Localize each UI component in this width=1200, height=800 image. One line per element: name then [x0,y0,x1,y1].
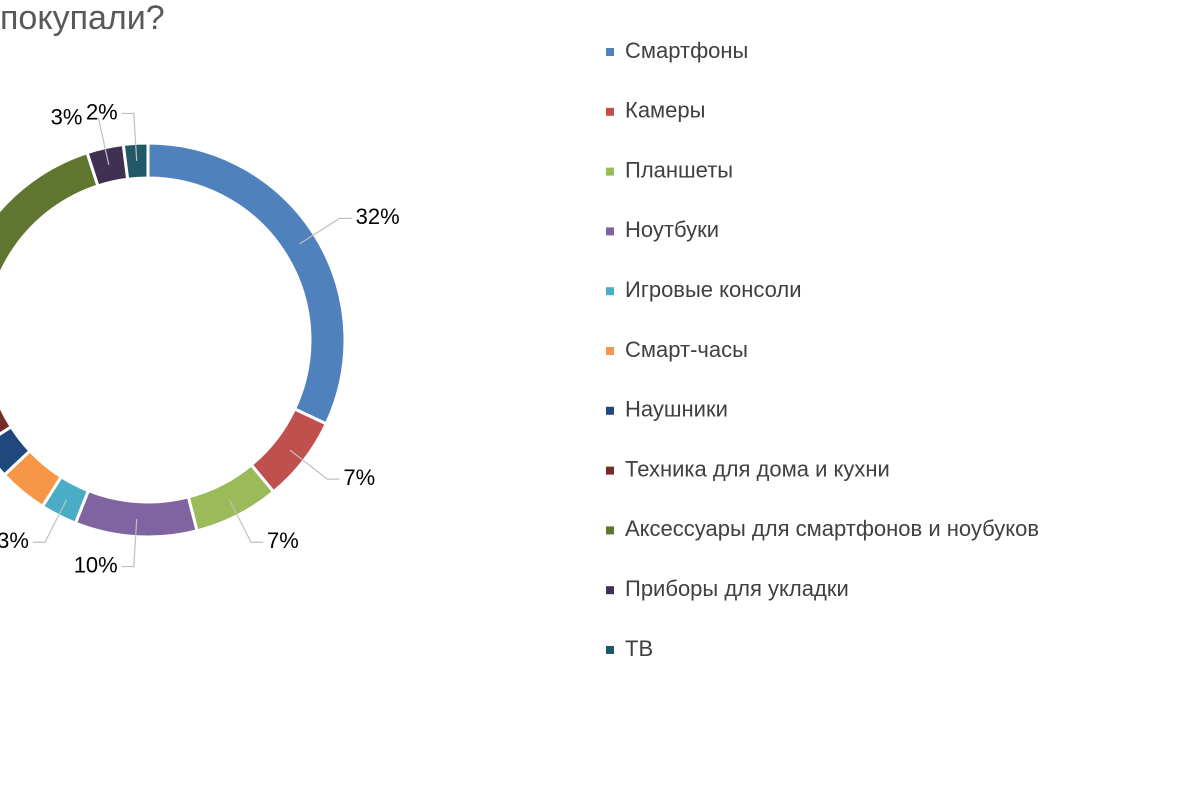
donut-segment [146,141,347,426]
legend-marker [606,287,614,296]
chart-title: покупали? [0,0,165,37]
legend-marker [606,466,614,475]
donut-segment [186,462,276,533]
leader-line [121,112,138,161]
leader-line [289,449,340,480]
legend-label: ТВ [625,636,653,661]
legend-marker [606,48,614,56]
legend-label: Планшеты [625,157,733,182]
leader-line [32,499,68,543]
data-label: 2% [86,99,118,124]
legend-label: Игровые консоли [625,277,802,302]
legend-marker [606,227,614,236]
legend-marker [606,526,614,535]
legend-label: Техника для дома и кухни [625,456,890,481]
leader-line [299,217,352,245]
leader-line [121,519,138,568]
data-label: 3% [0,528,29,553]
legend-marker [606,167,614,176]
legend-marker [606,406,614,415]
donut-segment [121,141,150,181]
legend-label: Аксессуары для смартфонов и ноубуков [625,516,1039,541]
data-label: 10% [74,552,118,577]
legend-marker [606,586,614,595]
legend-marker [606,347,614,355]
legend-marker [606,646,614,654]
donut-segment [0,150,100,279]
donut-segment [0,401,14,436]
legend-label: Смартфоны [625,38,748,63]
legend-label: Смарт-часы [625,337,748,362]
data-label: 7% [343,465,375,490]
leader-line [228,499,264,543]
data-label: 3% [51,104,83,129]
data-label: 32% [356,204,400,229]
leader-line [86,117,110,165]
legend-label: Камеры [625,98,705,123]
legend-label: Наушники [625,397,728,422]
legend-label: Приборы для укладки [625,576,849,601]
legend-label: Ноутбуки [625,217,719,242]
data-label: 7% [267,528,299,553]
legend-marker [606,107,614,116]
